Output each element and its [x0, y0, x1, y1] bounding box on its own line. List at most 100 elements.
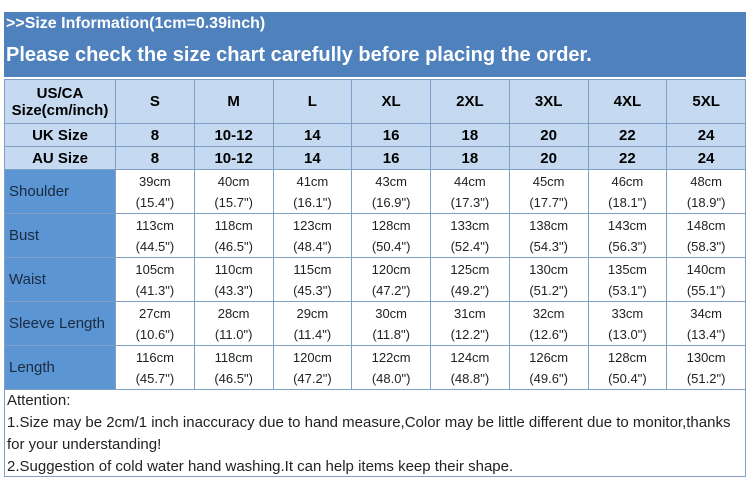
cell-value: 105cm	[135, 261, 175, 277]
size-table: US/CA Size(cm/inch) S M L XL 2XL 3XL 4XL 5XL UK S…	[4, 79, 746, 390]
cell-value: (45.7")	[135, 370, 175, 386]
cell-value: 110cm	[214, 261, 253, 277]
measurement-row: Waist 105cm (41.3") 110cm (43.3") 115cm (45.3"…	[4, 257, 746, 302]
cell-value: (44.5")	[135, 238, 175, 254]
size-cell: 2XL	[430, 79, 510, 124]
cell-value: (47.2")	[371, 282, 411, 298]
cell-value: (58.3")	[686, 238, 726, 254]
cell-value: (13.0")	[608, 326, 647, 342]
cell-value: (49.2")	[450, 282, 490, 298]
cell-value: 24	[697, 149, 715, 167]
cell-value: 130cm	[529, 261, 569, 277]
size-cell: 20	[508, 123, 589, 147]
cell-value: 45cm	[532, 173, 565, 189]
cell-value: (51.2")	[686, 370, 726, 386]
size-cell: 22	[587, 146, 668, 170]
cell-value: 30cm	[375, 305, 408, 321]
cell-value: 120cm	[371, 261, 411, 277]
size-cell: 138cm (54.3")	[508, 213, 589, 258]
cell-value: (50.4")	[608, 370, 647, 386]
size-cell: 122cm (48.0")	[351, 345, 431, 390]
cell-value: (48.8")	[450, 370, 490, 386]
cell-value: 125cm	[450, 261, 490, 277]
cell-value: 43cm	[375, 173, 408, 189]
size-cell: 39cm (15.4")	[115, 169, 195, 214]
cell-value: 128cm	[607, 349, 647, 365]
cell-value: 32cm	[532, 305, 565, 321]
size-cell: 120cm (47.2")	[272, 345, 353, 390]
cell-value: (12.6")	[529, 326, 568, 342]
size-cell: 31cm (12.2")	[430, 301, 510, 346]
cell-value: 22	[619, 149, 636, 167]
size-cell: 140cm (55.1")	[666, 257, 746, 302]
size-cell: 128cm (50.4")	[587, 345, 668, 390]
cell-value: 5XL	[692, 93, 720, 110]
cell-value: 20	[540, 126, 557, 144]
size-cell: 10-12	[193, 123, 274, 147]
size-cell: L	[272, 79, 353, 124]
measurement-row: Shoulder 39cm (15.4") 40cm (15.7") 41cm (16.1"…	[4, 169, 746, 214]
size-cell: 133cm (52.4")	[430, 213, 510, 258]
row-label: UK Size	[4, 123, 116, 147]
cell-value: 124cm	[450, 349, 490, 365]
au-size-row: AU Size 8 10-12 14 16 18 20 22 24	[4, 146, 746, 170]
row-label: Waist	[4, 257, 116, 302]
attention-line-1: 1.Size may be 2cm/1 inch inaccuracy due …	[7, 414, 731, 453]
size-cell: 44cm (17.3")	[430, 169, 510, 214]
cell-value: (52.4")	[450, 238, 490, 254]
cell-value: 138cm	[529, 217, 569, 233]
cell-value: 48cm	[690, 173, 723, 189]
cell-value: (11.0")	[214, 326, 253, 342]
cell-value: 46cm	[611, 173, 644, 189]
cell-value: 148cm	[686, 217, 726, 233]
cell-value: (16.1")	[293, 194, 332, 210]
row-label: Bust	[4, 213, 116, 258]
cell-value: (45.3")	[293, 282, 332, 298]
attention-line-2: 2.Suggestion of cold water hand washing.…	[7, 458, 514, 475]
size-cell: 48cm (18.9")	[666, 169, 746, 214]
size-cell: 116cm (45.7")	[115, 345, 195, 390]
size-cell: 10-12	[193, 146, 274, 170]
size-cell: 148cm (58.3")	[666, 213, 746, 258]
cell-value: 143cm	[607, 217, 647, 233]
cell-value: (16.9")	[371, 194, 411, 210]
size-cell: 125cm (49.2")	[430, 257, 510, 302]
size-cell: XL	[351, 79, 431, 124]
cell-value: (48.0")	[371, 370, 411, 386]
cell-value: 18	[461, 149, 479, 167]
cell-value: 118cm	[214, 349, 253, 365]
size-cell: 143cm (56.3")	[587, 213, 668, 258]
cell-value: (10.6")	[135, 326, 175, 342]
cell-value: 2XL	[456, 93, 484, 110]
row-label: Shoulder	[4, 169, 116, 214]
cell-value: M	[227, 93, 240, 110]
size-cell: 45cm (17.7")	[508, 169, 589, 214]
size-cell: 18	[430, 123, 510, 147]
cell-value: (15.7")	[214, 194, 253, 210]
cell-value: (17.7")	[529, 194, 568, 210]
size-cell: 8	[115, 146, 195, 170]
row-label: Length	[4, 345, 116, 390]
cell-value: 22	[619, 126, 636, 144]
cell-value: 120cm	[292, 349, 332, 365]
size-cell: 130cm (51.2")	[508, 257, 589, 302]
cell-value: 4XL	[613, 93, 642, 110]
size-cell: S	[115, 79, 195, 124]
cell-value: 140cm	[686, 261, 726, 277]
size-cell: 105cm (41.3")	[115, 257, 195, 302]
cell-value: 115cm	[293, 261, 332, 277]
cell-value: 116cm	[135, 349, 174, 365]
measurement-row: Bust 113cm (44.5") 118cm (46.5") 123cm (48.4")…	[4, 213, 746, 258]
cell-value: 27cm	[138, 305, 171, 321]
cell-value: (48.4")	[293, 238, 332, 254]
cell-value: (43.3")	[214, 282, 253, 298]
cell-value: S	[149, 93, 160, 110]
size-cell: 24	[666, 123, 746, 147]
cell-value: 29cm	[296, 305, 329, 321]
cell-value: 16	[382, 149, 400, 167]
cell-value: 123cm	[292, 217, 332, 233]
size-cell: 43cm (16.9")	[351, 169, 431, 214]
row-label: US/CA Size(cm/inch)	[4, 79, 116, 124]
size-cell: 27cm (10.6")	[115, 301, 195, 346]
banner: >>Size Information(1cm=0.39inch) Please …	[4, 12, 746, 79]
